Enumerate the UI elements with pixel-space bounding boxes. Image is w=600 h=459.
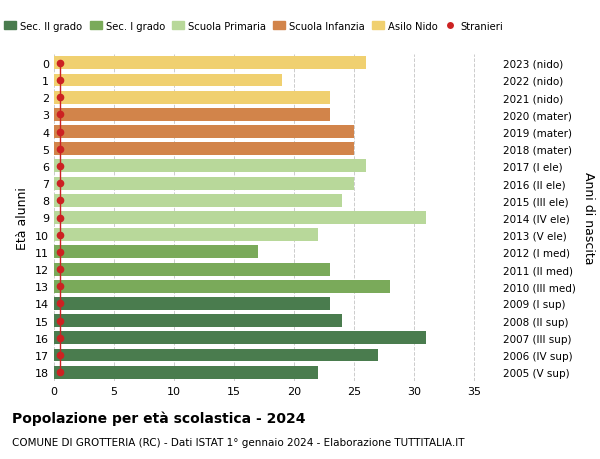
Bar — [54, 126, 354, 139]
Bar — [54, 280, 390, 293]
Bar — [54, 314, 342, 327]
Bar — [54, 195, 342, 207]
Bar — [54, 349, 378, 362]
Y-axis label: Anni di nascita: Anni di nascita — [582, 172, 595, 264]
Legend: Sec. II grado, Sec. I grado, Scuola Primaria, Scuola Infanzia, Asilo Nido, Stran: Sec. II grado, Sec. I grado, Scuola Prim… — [1, 18, 507, 36]
Bar — [54, 177, 354, 190]
Bar — [54, 143, 354, 156]
Text: Popolazione per età scolastica - 2024: Popolazione per età scolastica - 2024 — [12, 411, 305, 425]
Bar — [54, 57, 366, 70]
Bar — [54, 297, 330, 310]
Bar — [54, 366, 318, 379]
Bar — [54, 246, 258, 259]
Bar — [54, 212, 426, 224]
Bar — [54, 160, 366, 173]
Bar — [54, 229, 318, 241]
Bar — [54, 332, 426, 345]
Bar — [54, 263, 330, 276]
Bar — [54, 74, 282, 87]
Bar — [54, 109, 330, 122]
Text: COMUNE DI GROTTERIA (RC) - Dati ISTAT 1° gennaio 2024 - Elaborazione TUTTITALIA.: COMUNE DI GROTTERIA (RC) - Dati ISTAT 1°… — [12, 437, 464, 447]
Bar — [54, 91, 330, 104]
Y-axis label: Età alunni: Età alunni — [16, 187, 29, 249]
